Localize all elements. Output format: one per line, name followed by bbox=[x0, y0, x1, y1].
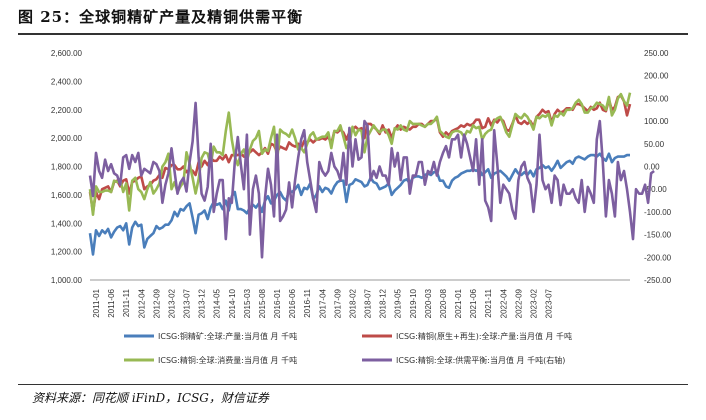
x-tick-label: 2013-07 bbox=[183, 288, 192, 318]
y-left-tick-label: 2,200.00 bbox=[51, 106, 83, 115]
y-right-tick-label: -100.00 bbox=[644, 208, 672, 217]
legend-label: ICSG:精铜:全球:供需平衡:当月值 月 千吨(右轴) bbox=[396, 355, 565, 365]
x-tick-label: 2019-05 bbox=[394, 288, 403, 318]
chart: 1,000.00 1,200.00 1,400.00 1,600.00 1,800.00… bbox=[51, 49, 672, 365]
x-tick-label: 2015-03 bbox=[243, 288, 252, 318]
x-tick-label: 2015-08 bbox=[258, 288, 267, 318]
x-tick-label: 2014-10 bbox=[228, 288, 237, 318]
x-tick-label: 2016-01 bbox=[273, 288, 282, 318]
x-tick-label: 2021-01 bbox=[454, 288, 463, 318]
x-tick-label: 2013-02 bbox=[167, 288, 176, 318]
x-axis: 2011-01 2011-06 2011-11 2012-04 2012-09 2013-… bbox=[90, 279, 630, 318]
legend-label: ICSG:精铜(原生+再生):全球:产量:当月值 月 千吨 bbox=[396, 331, 572, 341]
x-tick-label: 2011-06 bbox=[107, 288, 116, 317]
x-tick-label: 2014-05 bbox=[213, 288, 222, 318]
y-right-tick-label: -250.00 bbox=[644, 276, 672, 285]
y-left-tick-label: 2,400.00 bbox=[51, 77, 83, 86]
y-right-tick-label: 50.00 bbox=[644, 140, 665, 149]
x-tick-label: 2018-07 bbox=[364, 288, 373, 318]
x-tick-label: 2023-02 bbox=[529, 288, 538, 318]
y-right-tick-label: 0.00 bbox=[644, 163, 660, 172]
x-tick-label: 2017-09 bbox=[333, 288, 342, 318]
y-left-tick-label: 2,000.00 bbox=[51, 134, 83, 143]
y-left-tick-label: 1,800.00 bbox=[51, 163, 83, 172]
title-rule bbox=[18, 33, 688, 35]
y-right-tick-label: 200.00 bbox=[644, 72, 669, 81]
y-right-tick-label: 150.00 bbox=[644, 94, 669, 103]
x-tick-label: 2023-07 bbox=[545, 288, 554, 318]
y-right-tick-label: -50.00 bbox=[644, 185, 667, 194]
x-tick-label: 2018-02 bbox=[348, 288, 357, 318]
y-left-tick-label: 1,400.00 bbox=[51, 219, 83, 228]
figure-source: 资料来源：同花顺 iFinD，ICSG，财信证券 bbox=[32, 391, 269, 405]
legend: ICSG:铜精矿:全球:产量:当月值 月 千吨 ICSG:精铜(原生+再生):全球… bbox=[124, 331, 572, 365]
x-tick-label: 2019-10 bbox=[409, 288, 418, 318]
y-left-tick-label: 1,200.00 bbox=[51, 248, 83, 257]
x-tick-label: 2016-06 bbox=[288, 288, 297, 318]
y-right-tick-label: -200.00 bbox=[644, 253, 672, 262]
x-tick-label: 2018-12 bbox=[379, 288, 388, 318]
series-mine-production bbox=[88, 152, 630, 256]
series-supply-demand-balance bbox=[88, 101, 655, 259]
x-tick-label: 2021-06 bbox=[469, 288, 478, 318]
x-tick-label: 2021-11 bbox=[484, 288, 493, 317]
y-right-tick-label: -150.00 bbox=[644, 231, 672, 240]
x-tick-label: 2012-04 bbox=[137, 288, 146, 318]
x-tick-label: 2013-12 bbox=[198, 288, 207, 318]
legend-label: ICSG:铜精矿:全球:产量:当月值 月 千吨 bbox=[158, 331, 297, 341]
x-tick-label: 2022-09 bbox=[514, 288, 523, 318]
x-tick-label: 2020-08 bbox=[439, 288, 448, 318]
x-tick-label: 2011-01 bbox=[92, 288, 101, 317]
y-left-tick-label: 1,000.00 bbox=[51, 276, 83, 285]
y-right-axis: -250.00 -200.00 -150.00 -100.00 -50.00 0.00 50… bbox=[644, 49, 672, 285]
legend-label: ICSG:精铜:全球:消费量:当月值 月 千吨 bbox=[158, 355, 297, 365]
y-right-tick-label: 250.00 bbox=[644, 49, 669, 58]
y-left-tick-label: 2,600.00 bbox=[51, 49, 83, 58]
x-tick-label: 2012-09 bbox=[152, 288, 161, 318]
plot-area bbox=[88, 92, 655, 259]
x-tick-label: 2017-04 bbox=[318, 288, 327, 318]
x-tick-label: 2022-04 bbox=[499, 288, 508, 318]
figure-title: 图 25：全球铜精矿产量及精铜供需平衡 bbox=[18, 8, 304, 26]
x-tick-label: 2016-11 bbox=[303, 288, 312, 317]
y-left-axis: 1,000.00 1,200.00 1,400.00 1,600.00 1,800.00… bbox=[51, 49, 83, 285]
y-left-tick-label: 1,600.00 bbox=[51, 191, 83, 200]
y-right-tick-label: 100.00 bbox=[644, 117, 669, 126]
x-tick-label: 2011-11 bbox=[122, 288, 131, 317]
source-rule bbox=[18, 384, 688, 385]
x-tick-label: 2020-03 bbox=[424, 288, 433, 318]
